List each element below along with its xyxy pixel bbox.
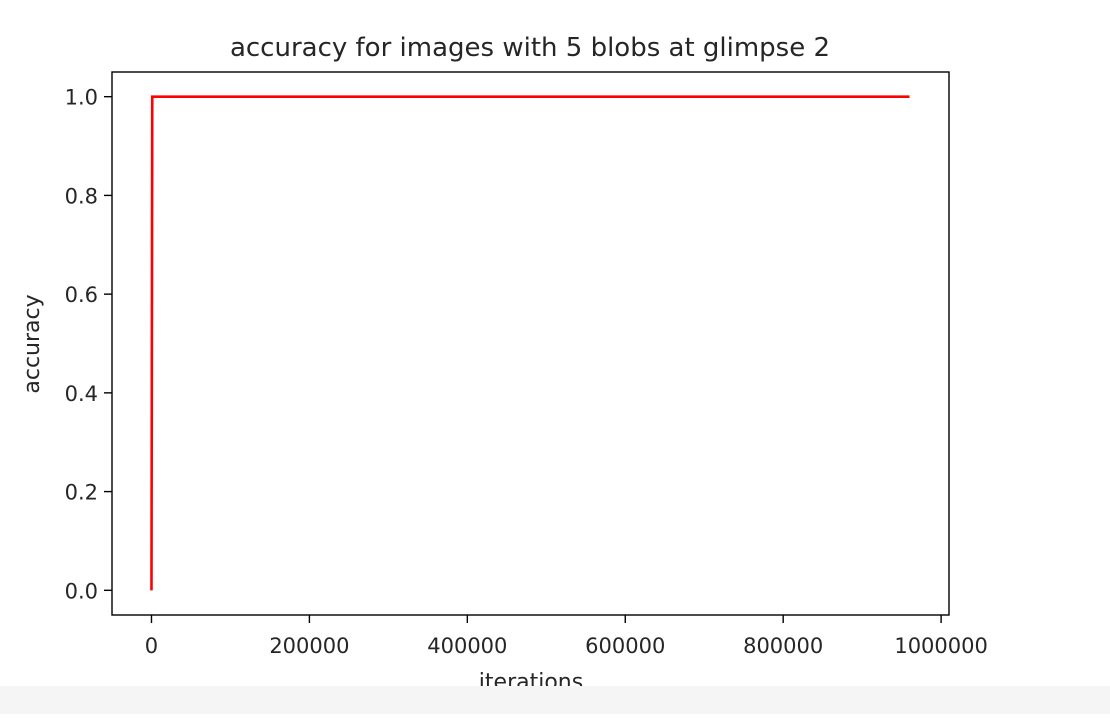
y-tick-label: 1.0 (65, 86, 98, 110)
x-ticks: 0 200000 400000 600000 800000 1000000 (145, 615, 988, 658)
y-tick-label: 0.2 (65, 481, 98, 505)
x-tick-label: 0 (145, 634, 158, 658)
bottom-strip (0, 686, 1110, 714)
chart-title: accuracy for images with 5 blobs at glim… (230, 33, 830, 63)
y-tick-label: 0.0 (65, 579, 98, 603)
y-tick-label: 0.4 (65, 382, 98, 406)
y-tick-label: 0.8 (65, 184, 98, 208)
y-axis-label: accuracy (20, 294, 45, 393)
x-tick-label: 200000 (269, 634, 349, 658)
x-tick-label: 400000 (427, 634, 507, 658)
series-line-0 (150, 95, 910, 591)
y-ticks: 0.0 0.2 0.4 0.6 0.8 1.0 (65, 86, 112, 603)
y-tick-label: 0.6 (65, 283, 98, 307)
x-tick-label: 1000000 (894, 634, 988, 658)
plot-area-background (112, 72, 949, 615)
series-layer (150, 95, 910, 591)
plot-frame (111, 71, 950, 616)
x-tick-label: 800000 (743, 634, 823, 658)
x-tick-label: 600000 (585, 634, 665, 658)
